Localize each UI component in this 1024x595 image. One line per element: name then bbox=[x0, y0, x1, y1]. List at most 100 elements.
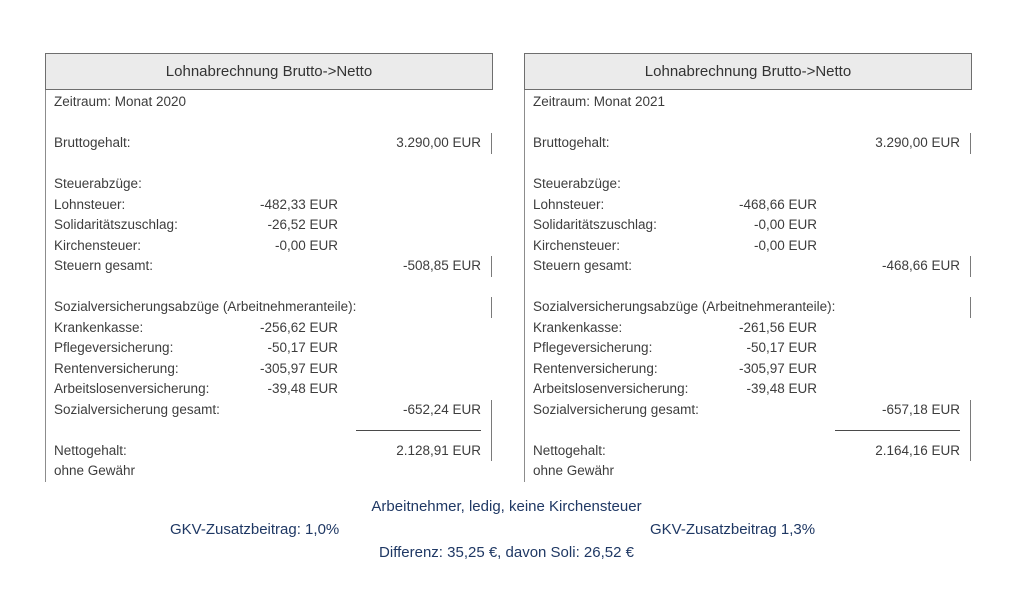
table-row: Solidaritätszuschlag: -0,00 EUR bbox=[525, 215, 972, 236]
table-row: Solidaritätszuschlag: -26,52 EUR bbox=[46, 215, 493, 236]
cell-border-tick bbox=[491, 133, 492, 154]
panel-title: Lohnabrechnung Brutto->Netto bbox=[524, 53, 972, 90]
row-label: Sozialversicherungsabzüge (Arbeitnehmera… bbox=[54, 299, 357, 314]
row-label: Bruttogehalt: bbox=[533, 135, 610, 150]
row-total-value: 3.290,00 EUR bbox=[875, 135, 960, 150]
table-row: Nettogehalt: 2.128,91 EUR bbox=[46, 440, 493, 461]
row-label: Pflegeversicherung: bbox=[533, 340, 653, 355]
row-label: Solidaritätszuschlag: bbox=[533, 217, 657, 232]
row-item-value: -261,56 EUR bbox=[738, 319, 817, 335]
spacer-row bbox=[525, 113, 972, 134]
spacer-row bbox=[46, 113, 493, 134]
table-row: Kirchensteuer: -0,00 EUR bbox=[46, 236, 493, 257]
spacer-row bbox=[525, 154, 972, 175]
row-label: Pflegeversicherung: bbox=[54, 340, 174, 355]
cell-border-tick bbox=[970, 133, 971, 154]
table-row: Steuerabzüge: bbox=[525, 174, 972, 195]
table-row: Sozialversicherung gesamt: -657,18 EUR bbox=[525, 399, 972, 420]
row-label: Kirchensteuer: bbox=[54, 237, 142, 253]
row-item-value: -256,62 EUR bbox=[259, 319, 338, 335]
row-label: Krankenkasse: bbox=[533, 319, 623, 335]
footer-gkv-rate-2021: GKV-Zusatzbeitrag 1,3% bbox=[650, 521, 816, 538]
row-label: Zeitraum: Monat 2020 bbox=[54, 94, 187, 109]
row-label: Kirchensteuer: bbox=[533, 237, 621, 253]
sum-rule bbox=[835, 430, 960, 431]
table-row: Steuern gesamt: -468,66 EUR bbox=[525, 256, 972, 277]
cell-border-tick bbox=[491, 440, 492, 461]
table-row: Zeitraum: Monat 2021 bbox=[525, 92, 972, 113]
cell-border-tick bbox=[491, 297, 492, 318]
cell-border-tick bbox=[491, 399, 492, 420]
cell-border-tick bbox=[491, 420, 492, 441]
row-item-value: -468,66 EUR bbox=[738, 196, 817, 212]
cell-border-tick bbox=[970, 297, 971, 318]
row-item-value: -39,48 EUR bbox=[267, 381, 338, 396]
table-row: Pflegeversicherung: -50,17 EUR bbox=[525, 338, 972, 359]
row-label: Steuern gesamt: bbox=[54, 258, 154, 273]
row-item-value: -50,17 EUR bbox=[746, 340, 817, 355]
row-label: Solidaritätszuschlag: bbox=[54, 217, 178, 232]
panel-title: Lohnabrechnung Brutto->Netto bbox=[45, 53, 493, 90]
row-label: Arbeitslosenversicherung: bbox=[533, 381, 689, 396]
table-row: Lohnsteuer: -482,33 EUR bbox=[46, 195, 493, 216]
table-row: Rentenversicherung: -305,97 EUR bbox=[525, 359, 972, 380]
row-total-value: -657,18 EUR bbox=[881, 401, 960, 417]
cell-border-tick bbox=[970, 420, 971, 441]
payroll-panel-2020: Lohnabrechnung Brutto->Netto Zeitraum: M… bbox=[45, 53, 493, 482]
row-label: ohne Gewähr bbox=[533, 463, 615, 478]
sum-rule-row bbox=[525, 420, 972, 441]
cell-border-tick bbox=[970, 440, 971, 461]
row-item-value: -305,97 EUR bbox=[738, 360, 817, 376]
row-total-value: 2.164,16 EUR bbox=[875, 442, 960, 458]
sum-rule-row bbox=[46, 420, 493, 441]
panel-body: Zeitraum: Monat 2021 Bruttogehalt: 3.290,0… bbox=[524, 90, 972, 482]
table-row: Zeitraum: Monat 2020 bbox=[46, 92, 493, 113]
footer-gkv-rate-2020: GKV-Zusatzbeitrag: 1,0% bbox=[170, 521, 340, 538]
table-row: ohne Gewähr bbox=[525, 461, 972, 482]
panel-body: Zeitraum: Monat 2020 Bruttogehalt: 3.290,0… bbox=[45, 90, 493, 482]
row-label: Sozialversicherungsabzüge (Arbeitnehmera… bbox=[533, 299, 836, 314]
row-label: Steuerabzüge: bbox=[54, 176, 142, 191]
row-item-value: -0,00 EUR bbox=[274, 237, 338, 253]
row-label: Rentenversicherung: bbox=[533, 360, 658, 376]
row-item-value: -26,52 EUR bbox=[267, 217, 338, 232]
table-row: Steuerabzüge: bbox=[46, 174, 493, 195]
table-row: ohne Gewähr bbox=[46, 461, 493, 482]
row-item-value: -50,17 EUR bbox=[267, 340, 338, 355]
table-row: Steuern gesamt: -508,85 EUR bbox=[46, 256, 493, 277]
table-row: Krankenkasse: -261,56 EUR bbox=[525, 318, 972, 339]
table-row: Sozialversicherungsabzüge (Arbeitnehmera… bbox=[46, 297, 493, 318]
row-label: Lohnsteuer: bbox=[533, 196, 605, 212]
table-row: Arbeitslosenversicherung: -39,48 EUR bbox=[525, 379, 972, 400]
table-row: Bruttogehalt: 3.290,00 EUR bbox=[46, 133, 493, 154]
table-row: Pflegeversicherung: -50,17 EUR bbox=[46, 338, 493, 359]
row-item-value: -482,33 EUR bbox=[259, 196, 338, 212]
cell-border-tick bbox=[970, 256, 971, 277]
row-label: Nettogehalt: bbox=[54, 442, 127, 458]
row-total-value: -468,66 EUR bbox=[881, 258, 960, 273]
spacer-row bbox=[46, 154, 493, 175]
row-total-value: 2.128,91 EUR bbox=[396, 442, 481, 458]
row-label: Steuern gesamt: bbox=[533, 258, 633, 273]
row-label: Steuerabzüge: bbox=[533, 176, 621, 191]
row-item-value: -0,00 EUR bbox=[753, 217, 817, 232]
footer-difference: Differenz: 35,25 €, davon Soli: 26,52 € bbox=[379, 544, 634, 561]
row-label: Nettogehalt: bbox=[533, 442, 606, 458]
row-total-value: 3.290,00 EUR bbox=[396, 135, 481, 150]
sum-rule bbox=[356, 430, 481, 431]
row-item-value: -0,00 EUR bbox=[753, 237, 817, 253]
row-label: Rentenversicherung: bbox=[54, 360, 179, 376]
payroll-panel-2021: Lohnabrechnung Brutto->Netto Zeitraum: M… bbox=[524, 53, 972, 482]
cell-border-tick bbox=[970, 399, 971, 420]
cell-border-tick bbox=[491, 256, 492, 277]
footer-assumptions: Arbeitnehmer, ledig, keine Kirchensteuer bbox=[371, 498, 642, 515]
row-label: ohne Gewähr bbox=[54, 463, 136, 478]
row-total-value: -508,85 EUR bbox=[402, 258, 481, 273]
spacer-row bbox=[525, 277, 972, 298]
table-row: Sozialversicherungsabzüge (Arbeitnehmera… bbox=[525, 297, 972, 318]
table-row: Arbeitslosenversicherung: -39,48 EUR bbox=[46, 379, 493, 400]
table-row: Rentenversicherung: -305,97 EUR bbox=[46, 359, 493, 380]
row-total-value: -652,24 EUR bbox=[402, 401, 481, 417]
table-row: Nettogehalt: 2.164,16 EUR bbox=[525, 440, 972, 461]
